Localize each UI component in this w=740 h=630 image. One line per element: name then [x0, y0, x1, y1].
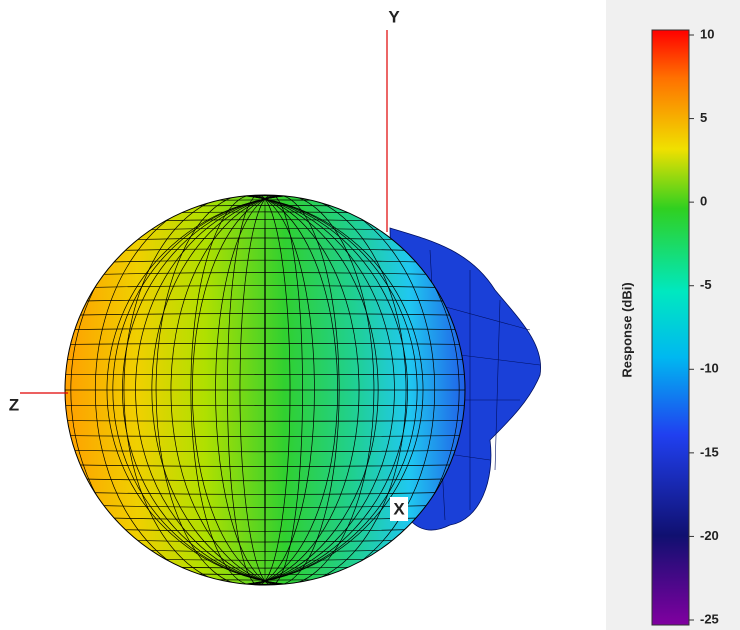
tick-label: -20 [700, 528, 719, 543]
page: Y Z X Response (dBi) 1050-5-10-15-20-25 … [0, 0, 740, 630]
tick-label: -15 [700, 444, 719, 459]
axis-label: Y [388, 7, 400, 26]
chart: Y Z X Response (dBi) 10 5 0 -5 -10 -15 -20 -25 [0, 0, 740, 630]
colorbar-label: Response (dBi) [619, 282, 634, 377]
colorbar [652, 30, 689, 625]
axis-label: Z [9, 395, 19, 414]
tick-label: -25 [700, 611, 719, 626]
tick-label: 0 [700, 194, 707, 209]
tick-label: -5 [700, 277, 712, 292]
tick-label: -10 [700, 361, 719, 376]
axis-label: X [393, 499, 405, 518]
tick-label: 10 [700, 26, 714, 41]
tick-label: 5 [700, 110, 707, 125]
